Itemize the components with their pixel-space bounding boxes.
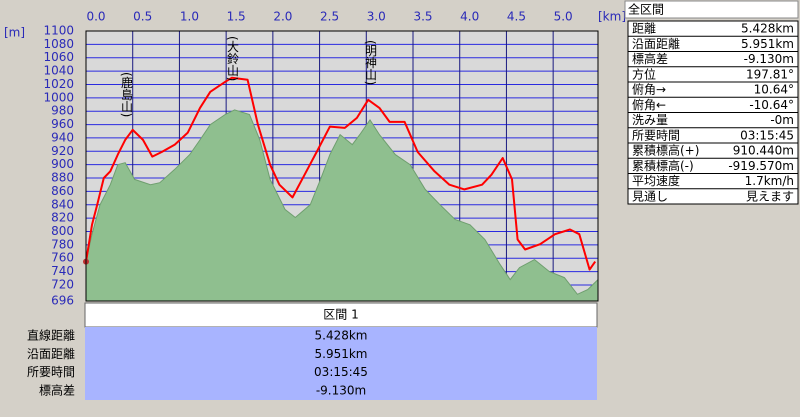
y-tick-label: 800 xyxy=(51,224,74,238)
summary-label: 累積標高(+) xyxy=(632,143,699,158)
y-tick-label: 720 xyxy=(51,277,74,291)
y-tick-label: 920 xyxy=(51,144,74,158)
x-tick-label: 4.0 xyxy=(460,10,479,24)
x-tick-label: 0.5 xyxy=(133,10,152,24)
summary-value: 見えます xyxy=(746,189,794,203)
y-tick-label: 980 xyxy=(51,104,74,118)
summary-value: -9.130m xyxy=(744,52,794,66)
summary-label: 平均速度 xyxy=(632,173,680,188)
summary-label: 沿面距離 xyxy=(632,37,680,51)
y-tick-label: 820 xyxy=(51,211,74,225)
peak-label: (鹿島山) xyxy=(120,72,134,117)
x-tick-label: 3.0 xyxy=(367,10,386,24)
section-value: 5.428km xyxy=(315,329,368,343)
summary-label: 俯角← xyxy=(632,97,666,112)
section-header xyxy=(84,302,598,328)
section-label: 標高差 xyxy=(39,382,75,397)
tables: 距離 5.428km 沿面距離 5.951km 標高差 -9.130m 方位 197.81° 俯… xyxy=(27,22,798,397)
x-tick-label: 2.5 xyxy=(320,10,339,24)
summary-value: -10.64° xyxy=(749,98,794,112)
section-body xyxy=(85,327,597,400)
summary-value: 10.64° xyxy=(754,83,794,97)
summary-value: -0m xyxy=(770,113,794,127)
summary-label: 所要時間 xyxy=(632,128,680,142)
summary-label: 洗み量 xyxy=(632,113,668,127)
y-tick-label: 696 xyxy=(51,294,74,308)
y-tick-label: 740 xyxy=(51,264,74,278)
y-tick-label: 780 xyxy=(51,237,74,251)
x-tick-label: 4.5 xyxy=(507,10,526,24)
route-line xyxy=(85,76,597,271)
x-tick-label: 1.5 xyxy=(227,10,246,24)
summary-value: 1.7km/h xyxy=(745,174,794,188)
section-value: -9.130m xyxy=(316,383,366,397)
x-tick-label: 3.5 xyxy=(413,10,432,24)
x-tick-label: 2.0 xyxy=(273,10,292,24)
x-tick-label: 1.0 xyxy=(180,10,199,24)
y-tick-label: 1060 xyxy=(43,50,74,64)
peak-label: (大鈴山) xyxy=(226,36,240,81)
y-tick-label: 840 xyxy=(51,197,74,211)
summary-value: 5.951km xyxy=(741,37,794,51)
summary-value: 197.81° xyxy=(746,67,794,81)
y-tick-label: 900 xyxy=(51,157,74,171)
section-value: 03:15:45 xyxy=(314,365,368,379)
section-title: 区間 1 xyxy=(323,308,358,322)
y-tick-label: 760 xyxy=(51,251,74,265)
plot: (鹿島山) (大鈴山) (明神山) xyxy=(83,30,599,302)
peak-label: (明神山) xyxy=(364,40,378,85)
summary-label: 俯角→ xyxy=(632,82,666,97)
x-tick-label: 5.0 xyxy=(554,10,573,24)
y-tick-label: 880 xyxy=(51,171,74,185)
y-tick-label: 1100 xyxy=(43,24,74,38)
y-tick-label: 1020 xyxy=(43,77,74,91)
summary-value: 03:15:45 xyxy=(740,128,794,142)
summary-value: 910.440m xyxy=(733,144,794,158)
summary-header xyxy=(624,0,799,19)
x-axis-label: [km] xyxy=(598,10,626,24)
section-value: 5.951km xyxy=(315,347,368,361)
summary-label: 距離 xyxy=(632,22,656,36)
summary-title: 全区間 xyxy=(628,2,664,17)
y-tick-label: 940 xyxy=(51,130,74,144)
summary-label: 累積標高(-) xyxy=(632,158,694,173)
y-axis-label: [m] xyxy=(4,26,25,40)
x-tick-label: 0.0 xyxy=(86,10,105,24)
terrain-area xyxy=(85,109,599,302)
summary-value: 5.428km xyxy=(741,22,794,36)
section-label: 直線距離 xyxy=(27,328,75,343)
y-tick-label: 1080 xyxy=(43,37,74,51)
summary-label: 標高差 xyxy=(632,51,668,66)
y-tick-label: 1000 xyxy=(43,90,74,104)
plot-border xyxy=(85,30,599,302)
summary-label: 方位 xyxy=(632,66,656,81)
summary-label: 見通し xyxy=(632,189,668,203)
y-tick-label: 1040 xyxy=(43,64,74,78)
y-tick-label: 960 xyxy=(51,117,74,131)
y-tick-label: 860 xyxy=(51,184,74,198)
summary-value: -919.570m xyxy=(728,159,794,173)
section-label: 沿面距離 xyxy=(27,347,75,361)
section-label: 所要時間 xyxy=(27,365,75,379)
